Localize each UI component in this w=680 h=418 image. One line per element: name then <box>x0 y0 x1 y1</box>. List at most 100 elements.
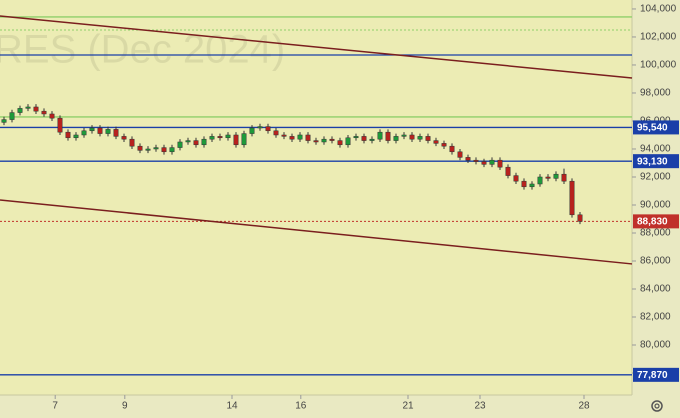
candle-body <box>345 137 351 146</box>
candle-body <box>457 151 463 158</box>
candle-body <box>49 113 55 119</box>
candle-body <box>321 138 327 143</box>
candle-body <box>289 136 295 140</box>
candle-body <box>401 134 407 137</box>
candle-body <box>241 133 247 146</box>
price-label: 95,540 <box>637 123 668 134</box>
settings-icon[interactable] <box>651 400 663 412</box>
candle-body <box>489 159 495 165</box>
candle-body <box>529 183 535 188</box>
candle-body <box>137 145 143 151</box>
candle-body <box>441 143 447 147</box>
candle-body <box>481 161 487 165</box>
candle-body <box>113 129 119 137</box>
candle-body <box>305 134 311 141</box>
candle-body <box>465 157 471 161</box>
candle-body <box>417 136 423 140</box>
candle-body <box>1 119 7 123</box>
candle-body <box>297 134 303 140</box>
gear[interactable] <box>651 400 663 412</box>
price-label: 93,130 <box>637 156 668 167</box>
y-tick-label: 82,000 <box>640 312 671 323</box>
candle-body <box>505 166 511 176</box>
x-tick-label: 21 <box>402 401 414 412</box>
candle-body <box>329 138 335 141</box>
candle-body <box>249 127 255 134</box>
candle-body <box>81 130 87 136</box>
price-label-box <box>633 214 679 229</box>
candle-body <box>497 159 503 168</box>
candle-body <box>17 108 23 113</box>
y-tick-label: 104,000 <box>640 4 677 15</box>
candle-body <box>193 140 199 146</box>
candle-body <box>33 106 39 112</box>
y-tick-label: 84,000 <box>640 284 671 295</box>
candle-body <box>233 134 239 146</box>
candle-body <box>545 176 551 179</box>
candle-body <box>377 131 383 140</box>
candle-body <box>369 138 375 141</box>
candle-body <box>433 140 439 144</box>
candle-body <box>225 134 231 139</box>
candle-body <box>169 147 175 153</box>
y-tick-label: 102,000 <box>640 32 677 43</box>
candle-body <box>553 173 559 179</box>
candle-body <box>145 148 151 151</box>
y-tick-label: 80,000 <box>640 340 671 351</box>
candle-body <box>513 175 519 182</box>
trend-line <box>0 199 633 265</box>
candle-body <box>121 136 127 140</box>
plot-area <box>0 0 632 395</box>
x-tick-label: 14 <box>226 401 238 412</box>
gear-center[interactable] <box>654 403 660 409</box>
candle-body <box>353 136 359 139</box>
candle-body <box>361 136 367 141</box>
price-label: 77,870 <box>637 370 668 381</box>
candle-body <box>409 134 415 140</box>
watermark: RES (Dec 2024) <box>0 28 285 72</box>
price-label: 88,830 <box>637 217 668 228</box>
candle-body <box>537 176 543 185</box>
y-tick-label: 94,000 <box>640 144 671 155</box>
candle-body <box>217 136 223 139</box>
x-tick-label: 28 <box>578 401 590 412</box>
y-tick-label: 88,000 <box>640 228 671 239</box>
candle-body <box>105 129 111 134</box>
candle-body <box>257 126 263 129</box>
x-tick-label: 7 <box>52 401 58 412</box>
candle-body <box>89 127 95 132</box>
candle-body <box>9 112 15 120</box>
candle-body <box>73 134 79 139</box>
y-tick-label: 92,000 <box>640 172 671 183</box>
candle-body <box>521 180 527 188</box>
price-label-box <box>633 154 679 169</box>
candle-body <box>281 134 287 137</box>
candle-body <box>97 127 103 134</box>
candle-body <box>65 131 71 139</box>
candle-body <box>185 140 191 143</box>
y-tick-label: 86,000 <box>640 256 671 267</box>
candle-body <box>561 173 567 182</box>
candle-body <box>569 180 575 216</box>
candle-body <box>41 110 47 115</box>
candle-body <box>449 145 455 153</box>
candle-body <box>273 130 279 136</box>
candle-body <box>25 106 31 109</box>
candle-body <box>177 141 183 148</box>
candle-body <box>393 136 399 141</box>
price-label-box <box>633 367 679 382</box>
candle-body <box>153 147 159 150</box>
x-tick-label: 23 <box>474 401 486 412</box>
candle-body <box>265 126 271 132</box>
candle-body <box>57 117 63 133</box>
y-tick-label: 98,000 <box>640 88 671 99</box>
candle-body <box>209 136 215 140</box>
x-tick-label: 9 <box>122 401 128 412</box>
candle-body <box>161 147 167 153</box>
candle-body <box>129 138 135 147</box>
candle-body <box>337 140 343 146</box>
y-tick-label: 90,000 <box>640 200 671 211</box>
candle-body <box>425 136 431 141</box>
candle-body <box>385 131 391 141</box>
